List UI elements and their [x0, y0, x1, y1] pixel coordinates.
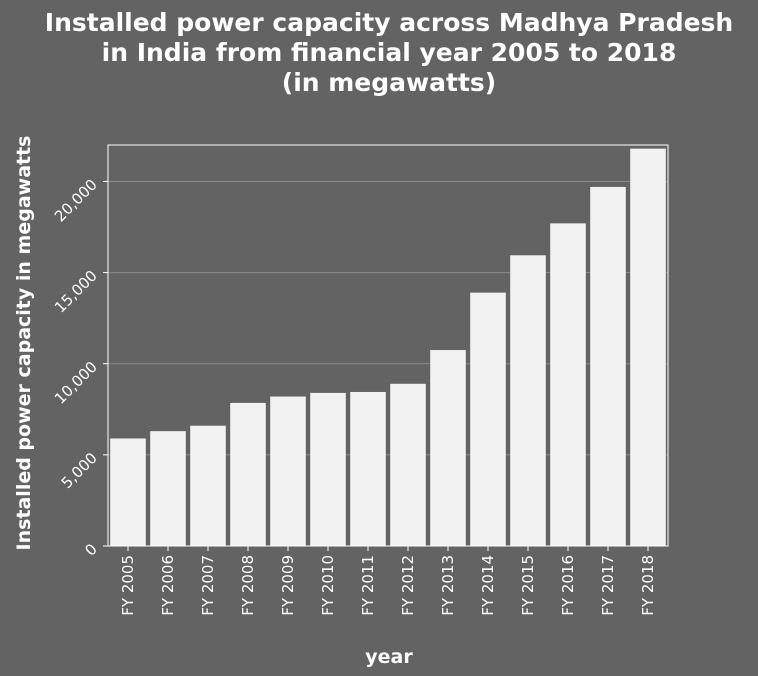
x-tick-label: FY 2013	[439, 555, 457, 616]
x-tick-label: FY 2010	[319, 555, 337, 616]
chart-title-line-3: (in megawatts)	[282, 68, 496, 97]
x-axis-ticks: FY 2005 FY 2006 FY 2007 FY 2008 FY 2009 FY 20…	[119, 546, 657, 616]
bar-fy-2010	[310, 392, 346, 546]
bar-fy-2008	[230, 402, 266, 546]
bar-fy-2011	[350, 391, 386, 546]
bar-fy-2015	[510, 255, 546, 546]
x-tick-label: FY 2017	[599, 555, 617, 616]
chart-title-line-1: Installed power capacity across Madhya P…	[45, 8, 733, 37]
x-tick-label: FY 2005	[119, 555, 137, 616]
y-axis-title: Installed power capacity in megawatts	[13, 136, 35, 551]
bar-fy-2014	[470, 292, 506, 546]
x-tick-label: FY 2014	[479, 555, 497, 616]
chart-title-line-2: in India from financial year 2005 to 201…	[102, 38, 677, 67]
x-tick-label: FY 2018	[639, 555, 657, 616]
x-tick-label: FY 2012	[399, 555, 417, 616]
bar-fy-2016	[550, 223, 586, 547]
x-tick-label: FY 2008	[239, 555, 257, 616]
bar-fy-2013	[430, 350, 466, 546]
bar-fy-2017	[590, 186, 626, 546]
bar-fy-2005	[110, 438, 146, 546]
plot-area-frame	[107, 144, 669, 547]
bar-fy-2018	[630, 148, 666, 547]
bars	[110, 148, 666, 547]
x-tick-label: FY 2016	[559, 555, 577, 616]
x-axis-title: year	[365, 646, 413, 668]
bar-fy-2009	[270, 396, 306, 546]
x-tick-label: FY 2011	[359, 555, 377, 616]
bar-fy-2006	[150, 431, 186, 546]
bar-fy-2007	[190, 425, 226, 546]
bar-fy-2012	[390, 383, 426, 546]
x-tick-label: FY 2015	[519, 555, 537, 616]
x-tick-label: FY 2009	[279, 555, 297, 616]
x-tick-label: FY 2007	[199, 555, 217, 616]
x-tick-label: FY 2006	[159, 555, 177, 616]
